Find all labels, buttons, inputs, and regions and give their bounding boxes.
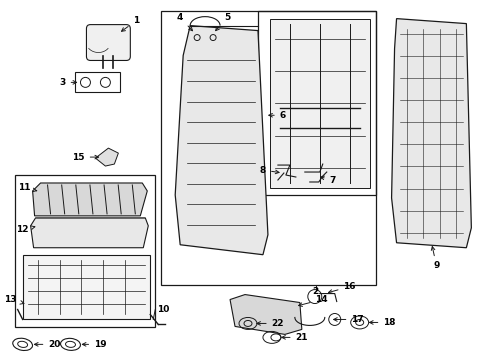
Text: 12: 12 <box>17 225 35 234</box>
Text: 20: 20 <box>34 340 61 349</box>
Text: 4: 4 <box>177 13 192 31</box>
Text: 15: 15 <box>72 153 99 162</box>
Text: 6: 6 <box>268 111 285 120</box>
Text: 14: 14 <box>298 295 327 306</box>
Polygon shape <box>175 26 267 255</box>
Bar <box>75 72 120 92</box>
Text: 19: 19 <box>82 340 106 349</box>
Text: 22: 22 <box>256 319 284 328</box>
Text: 2: 2 <box>312 287 318 296</box>
Text: 5: 5 <box>215 13 230 31</box>
Text: 3: 3 <box>59 78 77 87</box>
Polygon shape <box>229 294 301 334</box>
Text: 9: 9 <box>430 247 439 270</box>
Bar <box>22 255 150 319</box>
Text: 7: 7 <box>320 176 335 185</box>
Text: 18: 18 <box>369 318 395 327</box>
Polygon shape <box>31 218 148 248</box>
Bar <box>161 11 375 285</box>
Text: 10: 10 <box>157 305 169 314</box>
Polygon shape <box>33 183 147 216</box>
Text: 17: 17 <box>333 315 363 324</box>
FancyBboxPatch shape <box>86 24 130 60</box>
Polygon shape <box>95 148 118 166</box>
Text: 13: 13 <box>4 295 24 304</box>
Bar <box>269 19 369 188</box>
Text: 11: 11 <box>19 184 37 193</box>
Text: 16: 16 <box>328 282 355 293</box>
Text: 8: 8 <box>259 166 279 175</box>
Text: 1: 1 <box>121 16 139 31</box>
Text: 21: 21 <box>281 333 307 342</box>
Bar <box>15 175 155 328</box>
Polygon shape <box>391 19 470 248</box>
Bar <box>258 11 375 195</box>
